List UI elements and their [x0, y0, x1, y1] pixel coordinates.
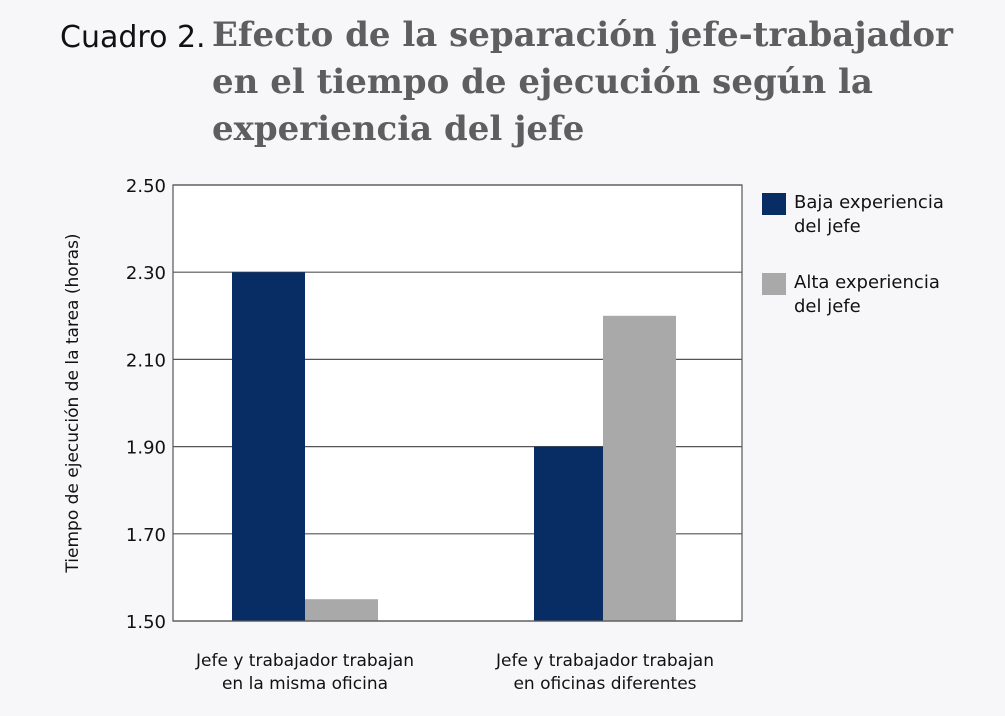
cat-line: Jefe y trabajador trabajan	[496, 651, 714, 671]
legend-item-low: Baja experiencia del jefe	[762, 191, 969, 239]
y-tick-label: 2.10	[126, 350, 166, 371]
legend-label-high: Alta experiencia del jefe	[794, 271, 969, 319]
legend-item-high: Alta experiencia del jefe	[762, 271, 969, 319]
cat-line: en la misma oficina	[221, 674, 389, 694]
y-tick-label: 1.70	[126, 525, 166, 546]
chart-title: Efecto de la separación jefe-trabajador …	[212, 15, 953, 149]
bar-high-2	[603, 315, 676, 621]
y-tick-label: 1.50	[126, 612, 166, 633]
bar-low-2	[534, 446, 603, 621]
plot-border	[172, 184, 743, 622]
y-tick-label: 1.90	[126, 438, 166, 459]
y-tick-label: 2.50	[126, 176, 166, 197]
legend-line: Alta experiencia	[794, 272, 940, 293]
y-tick-label: 2.30	[126, 263, 166, 284]
cat-line: Jefe y trabajador trabajan	[196, 651, 414, 671]
legend-label-low: Baja experiencia del jefe	[794, 191, 969, 239]
bar-high-1	[305, 599, 378, 621]
bar-low-1	[232, 272, 305, 621]
legend-line: del jefe	[794, 296, 861, 317]
x-category-label-1: Jefe y trabajador trabajan en la misma of…	[155, 650, 455, 696]
x-category-label-2: Jefe y trabajador trabajan en oficinas di…	[455, 650, 755, 696]
legend-line: del jefe	[794, 216, 861, 237]
legend: Baja experiencia del jefe Alta experienci…	[762, 191, 969, 353]
legend-swatch-low	[762, 193, 786, 215]
legend-swatch-high	[762, 273, 786, 295]
cat-line: en oficinas diferentes	[513, 674, 697, 694]
legend-line: Baja experiencia	[794, 192, 944, 213]
title-prefix: Cuadro 2.	[60, 20, 206, 55]
